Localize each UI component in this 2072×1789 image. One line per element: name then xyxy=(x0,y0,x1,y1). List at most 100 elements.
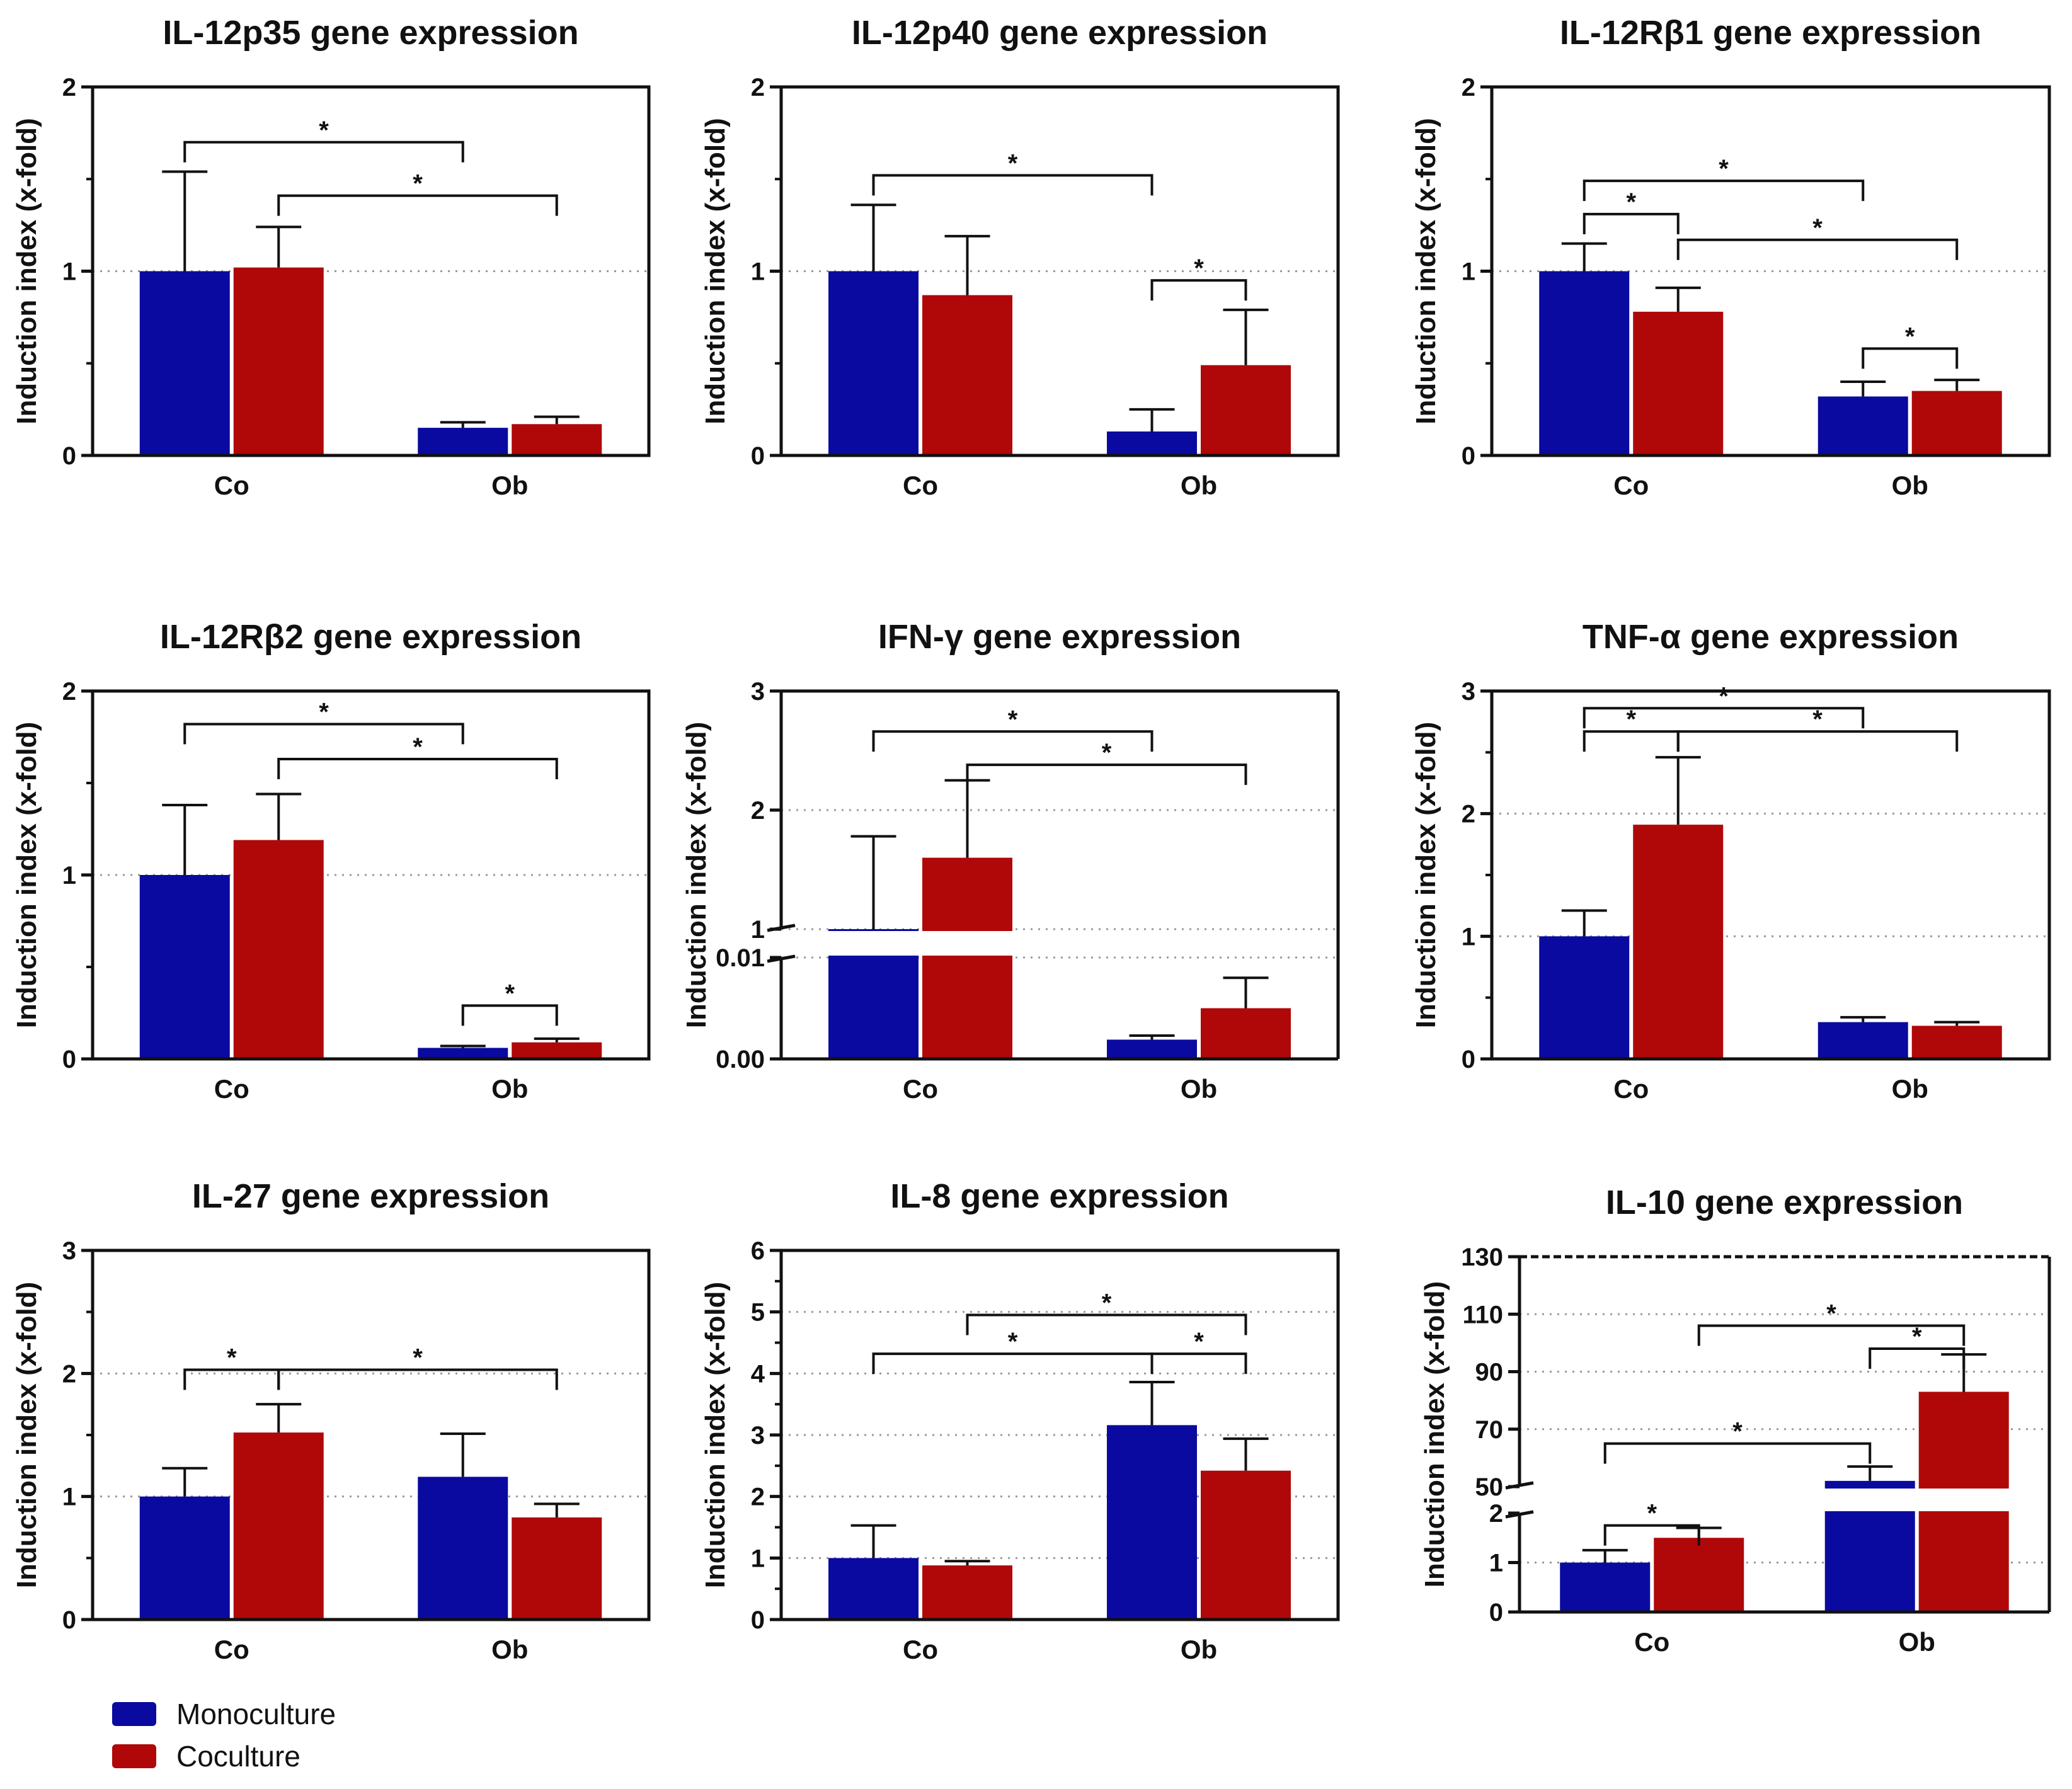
x-tick-label-co: Co xyxy=(1613,1074,1649,1104)
y-tick-label: 1 xyxy=(751,258,765,286)
y-axis-label: Induction index (x-fold) xyxy=(1411,118,1441,424)
y-tick-label: 0.01 xyxy=(716,944,765,972)
significance-star: * xyxy=(227,1344,237,1371)
significance-bracket xyxy=(1676,730,1959,752)
significance-star: * xyxy=(319,117,329,144)
legend-swatch-monoculture xyxy=(112,1702,156,1726)
x-tick-label-ob: Ob xyxy=(491,471,528,500)
significance-bracket xyxy=(1862,347,1959,369)
significance-star: * xyxy=(319,699,329,726)
chart-il12rb1: IL-12Rβ1 gene expression Induction index … xyxy=(1411,14,2051,500)
y-tick-label: 0 xyxy=(62,442,76,470)
chart-title: TNF-α gene expression xyxy=(1583,618,1959,656)
significance-star: * xyxy=(1812,214,1823,242)
x-tick-label-co: Co xyxy=(1634,1627,1669,1657)
bar-coculture-ob xyxy=(512,1042,602,1059)
y-axis-label: Induction index (x-fold) xyxy=(11,1282,42,1588)
significance-bracket xyxy=(872,730,1153,752)
bar-monoculture-co xyxy=(139,271,230,455)
y-tick-label: 1 xyxy=(1462,923,1475,951)
significance-bracket xyxy=(1869,1347,1966,1369)
bar-monoculture-ob xyxy=(1817,1022,1908,1059)
bar-monoculture-co xyxy=(1539,936,1630,1059)
x-tick-label-ob: Ob xyxy=(1899,1627,1935,1657)
significance-bracket xyxy=(277,758,558,780)
bar-monoculture-co xyxy=(1560,1562,1651,1612)
x-tick-label-co: Co xyxy=(214,471,249,500)
y-tick-label: 5 xyxy=(751,1299,765,1327)
chart-il12p40: IL-12p40 gene expression Induction index … xyxy=(700,14,1340,500)
y-tick-label: 1 xyxy=(751,1545,765,1572)
significance-bracket xyxy=(966,763,1247,786)
chart-il10: IL-10 gene expression Induction index (x-… xyxy=(1419,1184,2051,1657)
significance-star: * xyxy=(1626,188,1636,216)
bar-monoculture-co xyxy=(1539,271,1630,455)
bar-coculture-co xyxy=(1633,825,1724,1059)
y-tick-label: 3 xyxy=(1462,678,1475,706)
bar-coculture-co xyxy=(233,1432,324,1620)
x-tick-label-ob: Ob xyxy=(491,1635,528,1664)
significance-bracket xyxy=(1603,1524,1700,1546)
significance-star: * xyxy=(1102,739,1112,767)
significance-bracket xyxy=(183,723,464,745)
significance-bracket xyxy=(1150,1352,1247,1375)
significance-bracket xyxy=(1150,279,1247,301)
significance-star: * xyxy=(1812,706,1823,733)
bar-monoculture-ob xyxy=(418,428,508,455)
significance-star: * xyxy=(1912,1323,1922,1351)
y-tick-label: 1 xyxy=(751,916,765,944)
y-tick-label: 90 xyxy=(1475,1359,1504,1386)
significance-star: * xyxy=(413,1344,423,1371)
x-tick-label-co: Co xyxy=(214,1635,249,1664)
chart-title: IL-10 gene expression xyxy=(1606,1184,1963,1221)
significance-star: * xyxy=(413,733,423,761)
y-axis-label: Induction index (x-fold) xyxy=(700,1282,731,1588)
significance-bracket xyxy=(1603,1442,1872,1464)
x-tick-label-ob: Ob xyxy=(1181,1074,1217,1104)
bar-monoculture-co xyxy=(828,1558,919,1620)
significance-star: * xyxy=(1626,706,1636,733)
y-tick-label: 0 xyxy=(751,1606,765,1634)
y-tick-label: 1 xyxy=(1489,1550,1503,1577)
y-axis-label: Induction index (x-fold) xyxy=(11,118,42,424)
y-tick-label: 0 xyxy=(1489,1599,1503,1626)
bar-monoculture-co xyxy=(828,271,919,455)
legend: Monoculture Coculture xyxy=(112,1698,336,1773)
legend-label-coculture: Coculture xyxy=(176,1740,300,1773)
bar-coculture-ob xyxy=(512,424,602,455)
significance-bracket xyxy=(277,194,558,216)
bar-monoculture-ob xyxy=(1107,1039,1197,1059)
bar-coculture-co xyxy=(1654,1538,1744,1612)
y-tick-label: 2 xyxy=(1462,801,1475,828)
y-tick-label: 0 xyxy=(1462,442,1475,470)
y-tick-label: 0.00 xyxy=(716,1046,765,1073)
significance-star: * xyxy=(1102,1289,1112,1317)
significance-star: * xyxy=(505,980,515,1007)
chart-il12p35: IL-12p35 gene expression Induction index … xyxy=(11,14,651,500)
chart-il27: IL-27 gene expression Induction index (x-… xyxy=(11,1177,651,1664)
bar-monoculture-ob xyxy=(1817,396,1908,455)
bar-coculture-co xyxy=(922,1565,1012,1620)
y-tick-label: 1 xyxy=(62,1483,76,1511)
axis-break-gap xyxy=(1521,1489,2047,1511)
significance-bracket xyxy=(1583,730,1680,752)
x-tick-label-co: Co xyxy=(903,1635,938,1664)
y-tick-label: 2 xyxy=(1462,74,1475,101)
chart-title: IL-12p35 gene expression xyxy=(163,14,578,52)
significance-bracket xyxy=(1697,1324,1966,1346)
significance-star: * xyxy=(1194,254,1204,282)
bar-coculture-ob xyxy=(1911,391,2002,455)
y-tick-label: 130 xyxy=(1461,1243,1503,1271)
y-tick-label: 6 xyxy=(751,1237,765,1265)
y-tick-label: 0 xyxy=(751,442,765,470)
legend-swatch-coculture xyxy=(112,1744,156,1768)
significance-bracket xyxy=(966,1313,1247,1335)
y-axis-label: Induction index (x-fold) xyxy=(11,722,42,1028)
bar-monoculture-co xyxy=(139,1496,230,1620)
significance-star: * xyxy=(1732,1418,1743,1446)
y-tick-label: 0 xyxy=(1462,1046,1475,1073)
x-tick-label-ob: Ob xyxy=(491,1074,528,1104)
x-tick-label-co: Co xyxy=(1613,471,1649,500)
y-tick-label: 2 xyxy=(62,678,76,706)
